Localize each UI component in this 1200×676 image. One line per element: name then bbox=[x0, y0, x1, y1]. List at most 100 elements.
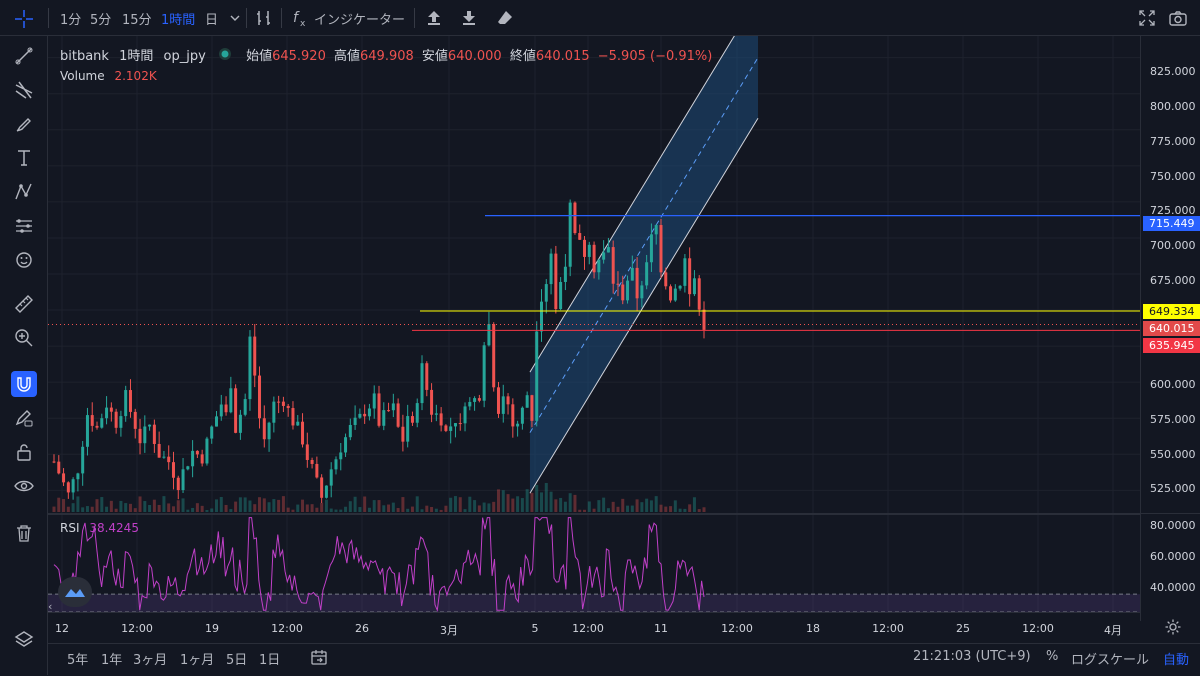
candle-body bbox=[105, 407, 109, 419]
time-tick: 12:00 bbox=[572, 622, 604, 635]
time-axis[interactable] bbox=[48, 612, 1140, 643]
upload-icon[interactable] bbox=[424, 8, 444, 28]
unlock-icon bbox=[17, 444, 31, 461]
magnet-tool[interactable] bbox=[11, 371, 37, 397]
hide-drawings-tool[interactable] bbox=[10, 472, 38, 500]
candle-body bbox=[482, 345, 486, 401]
text-tool[interactable] bbox=[10, 144, 38, 172]
fullscreen-icon[interactable] bbox=[1137, 8, 1157, 28]
exchange-name[interactable]: bitbank bbox=[60, 49, 109, 64]
camera-icon[interactable] bbox=[1168, 8, 1188, 28]
stay-in-drawing-tool[interactable] bbox=[10, 404, 38, 432]
volume-bar bbox=[626, 505, 630, 512]
interval-15m[interactable]: 15分 bbox=[122, 13, 152, 28]
candle-body bbox=[463, 406, 467, 424]
price-tick: 550.000 bbox=[1150, 448, 1196, 461]
candle-body bbox=[344, 437, 348, 453]
candle-body bbox=[611, 247, 615, 284]
goto-date-icon[interactable] bbox=[310, 648, 328, 666]
range-1y[interactable]: 1年 bbox=[101, 653, 123, 668]
object-tree-tool[interactable] bbox=[10, 626, 38, 654]
eraser-icon[interactable] bbox=[495, 8, 515, 28]
delete-tool[interactable] bbox=[10, 519, 38, 547]
chevron-down-icon[interactable] bbox=[229, 12, 241, 24]
regression-channel[interactable] bbox=[529, 36, 759, 494]
candle-body bbox=[583, 239, 587, 257]
candle-body bbox=[353, 417, 357, 425]
lock-tool[interactable] bbox=[10, 438, 38, 466]
pattern-tool[interactable] bbox=[10, 178, 38, 206]
low-value: 640.000 bbox=[447, 49, 502, 64]
clock-timezone[interactable]: 21:21:03 (UTC+9) bbox=[913, 649, 1031, 664]
volume-bar bbox=[559, 497, 563, 512]
volume-bar bbox=[468, 496, 472, 512]
volume-legend[interactable]: Volume 2.102K bbox=[60, 69, 157, 83]
auto-scale-toggle[interactable]: 自動 bbox=[1163, 653, 1190, 668]
candle-body bbox=[339, 452, 343, 460]
price-axis[interactable] bbox=[1140, 36, 1200, 621]
range-5d[interactable]: 5日 bbox=[226, 653, 248, 668]
low-label: 安値 bbox=[421, 49, 448, 64]
horizontal-lines[interactable] bbox=[48, 215, 1140, 331]
measure-tool[interactable] bbox=[10, 290, 38, 318]
candles bbox=[52, 199, 706, 504]
scroll-left-icon[interactable]: ‹ bbox=[48, 600, 53, 613]
percent-toggle[interactable]: % bbox=[1046, 649, 1059, 664]
range-1d[interactable]: 1日 bbox=[259, 653, 281, 668]
volume-bar bbox=[363, 496, 367, 512]
candle-body bbox=[525, 395, 529, 408]
zoom-tool[interactable] bbox=[10, 324, 38, 352]
market-status-icon[interactable] bbox=[218, 47, 232, 61]
interval-5m[interactable]: 5分 bbox=[90, 13, 112, 28]
interval-1m[interactable]: 1分 bbox=[60, 13, 82, 28]
indicators-button[interactable]: インジケーター bbox=[314, 13, 406, 28]
candle-body bbox=[592, 244, 596, 273]
time-tick: 12:00 bbox=[1022, 622, 1054, 635]
brush-tool[interactable] bbox=[10, 110, 38, 138]
volume-bar bbox=[157, 504, 161, 512]
volume-bar bbox=[143, 501, 147, 512]
volume-bar bbox=[167, 503, 171, 512]
rsi-legend[interactable]: RSI 38.4245 bbox=[60, 521, 139, 535]
icon-tool[interactable] bbox=[10, 246, 38, 274]
trendline-tool[interactable] bbox=[10, 42, 38, 70]
price-tick: 525.000 bbox=[1150, 482, 1196, 495]
candle-body bbox=[444, 425, 448, 431]
axis-divider bbox=[1140, 513, 1200, 514]
candle-body bbox=[410, 416, 414, 423]
time-tick: 3月 bbox=[440, 624, 458, 637]
price-change: −5.905 (−0.91%) bbox=[597, 49, 713, 64]
candle-body bbox=[434, 413, 438, 415]
candle-body bbox=[310, 459, 314, 464]
candle-body bbox=[138, 428, 142, 444]
candle-body bbox=[468, 401, 472, 407]
pitchfork-tool[interactable] bbox=[10, 76, 38, 104]
tradingview-logo-icon bbox=[65, 589, 85, 597]
volume-bar bbox=[119, 500, 123, 512]
candle-body bbox=[496, 387, 500, 414]
chart-settings-icon[interactable] bbox=[1164, 618, 1182, 636]
bar-style-icon[interactable] bbox=[254, 8, 274, 28]
interval-1h[interactable]: 1時間 bbox=[161, 13, 196, 28]
prediction-tool[interactable] bbox=[10, 212, 38, 240]
log-scale-toggle[interactable]: ログスケール bbox=[1071, 653, 1150, 668]
candle-body bbox=[401, 426, 405, 442]
candle-body bbox=[281, 401, 285, 406]
volume-bar bbox=[358, 507, 362, 512]
interval-1d[interactable]: 日 bbox=[205, 13, 219, 28]
pattern-icon bbox=[15, 183, 32, 200]
collapse-pane-button[interactable] bbox=[58, 577, 92, 607]
candle-body bbox=[210, 426, 214, 439]
range-3m[interactable]: 3ヶ月 bbox=[133, 653, 168, 668]
range-1m[interactable]: 1ヶ月 bbox=[180, 653, 215, 668]
range-5y[interactable]: 5年 bbox=[67, 653, 89, 668]
candle-body bbox=[688, 258, 692, 295]
volume-bar bbox=[205, 509, 209, 512]
download-icon[interactable] bbox=[459, 8, 479, 28]
symbol-name[interactable]: op_jpy bbox=[163, 49, 206, 64]
chart-canvas[interactable] bbox=[48, 36, 1140, 643]
candle-body bbox=[697, 278, 701, 310]
crosshair-icon[interactable] bbox=[12, 7, 36, 31]
candle-body bbox=[382, 410, 386, 426]
